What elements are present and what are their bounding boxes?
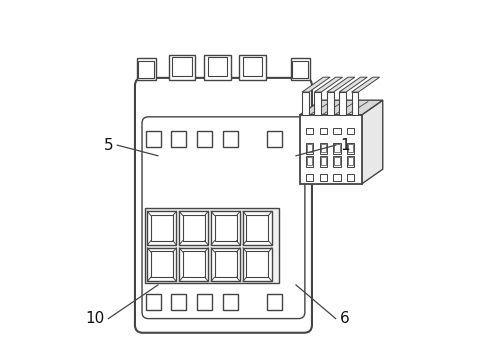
Bar: [172, 57, 192, 76]
Bar: [179, 248, 208, 281]
Bar: [348, 144, 354, 152]
Bar: [168, 55, 195, 80]
Bar: [182, 251, 204, 277]
Bar: [243, 248, 272, 281]
Bar: [307, 158, 312, 165]
Bar: [211, 248, 240, 281]
Bar: [347, 156, 354, 167]
Bar: [246, 215, 268, 241]
Bar: [214, 215, 236, 241]
Bar: [290, 58, 310, 80]
Bar: [347, 175, 354, 181]
Bar: [348, 158, 354, 165]
Bar: [347, 143, 354, 154]
Bar: [151, 251, 173, 277]
Bar: [151, 215, 173, 241]
Text: 10: 10: [86, 311, 105, 326]
Bar: [306, 128, 314, 135]
Polygon shape: [352, 77, 380, 92]
Bar: [307, 144, 312, 152]
Bar: [334, 156, 341, 167]
Bar: [145, 208, 280, 283]
Bar: [171, 294, 186, 310]
Bar: [334, 128, 341, 135]
Text: 6: 6: [340, 311, 350, 326]
Polygon shape: [362, 100, 383, 184]
Text: 5: 5: [104, 138, 114, 153]
Bar: [211, 211, 240, 245]
Polygon shape: [327, 77, 355, 92]
Bar: [302, 92, 309, 115]
Bar: [148, 211, 176, 245]
Bar: [327, 92, 334, 115]
Bar: [243, 57, 262, 76]
Bar: [171, 131, 186, 147]
Bar: [243, 211, 272, 245]
Bar: [339, 92, 346, 115]
Bar: [320, 143, 327, 154]
Bar: [146, 294, 161, 310]
Bar: [222, 131, 238, 147]
Bar: [146, 131, 161, 147]
Bar: [321, 144, 326, 152]
Polygon shape: [300, 100, 383, 115]
Bar: [320, 156, 327, 167]
Bar: [334, 175, 341, 181]
Bar: [347, 128, 354, 135]
Bar: [292, 61, 308, 78]
Bar: [334, 158, 340, 165]
Text: 1: 1: [340, 138, 350, 153]
Bar: [214, 251, 236, 277]
FancyBboxPatch shape: [135, 78, 312, 333]
Bar: [182, 215, 204, 241]
Bar: [320, 175, 327, 181]
Bar: [300, 115, 362, 184]
Bar: [208, 57, 227, 76]
Polygon shape: [339, 77, 368, 92]
Bar: [306, 156, 314, 167]
FancyBboxPatch shape: [142, 117, 305, 319]
Bar: [306, 143, 314, 154]
Bar: [197, 294, 212, 310]
Bar: [321, 158, 326, 165]
Bar: [266, 131, 281, 147]
Bar: [246, 251, 268, 277]
Bar: [266, 294, 281, 310]
Bar: [306, 175, 314, 181]
Bar: [240, 55, 266, 80]
Bar: [197, 131, 212, 147]
Bar: [204, 55, 231, 80]
Polygon shape: [314, 77, 342, 92]
Bar: [148, 248, 176, 281]
Bar: [320, 128, 327, 135]
Bar: [334, 144, 340, 152]
Bar: [138, 61, 154, 78]
Bar: [352, 92, 358, 115]
Polygon shape: [302, 77, 330, 92]
Bar: [334, 143, 341, 154]
Bar: [179, 211, 208, 245]
Bar: [222, 294, 238, 310]
Bar: [314, 92, 321, 115]
Bar: [136, 58, 156, 80]
